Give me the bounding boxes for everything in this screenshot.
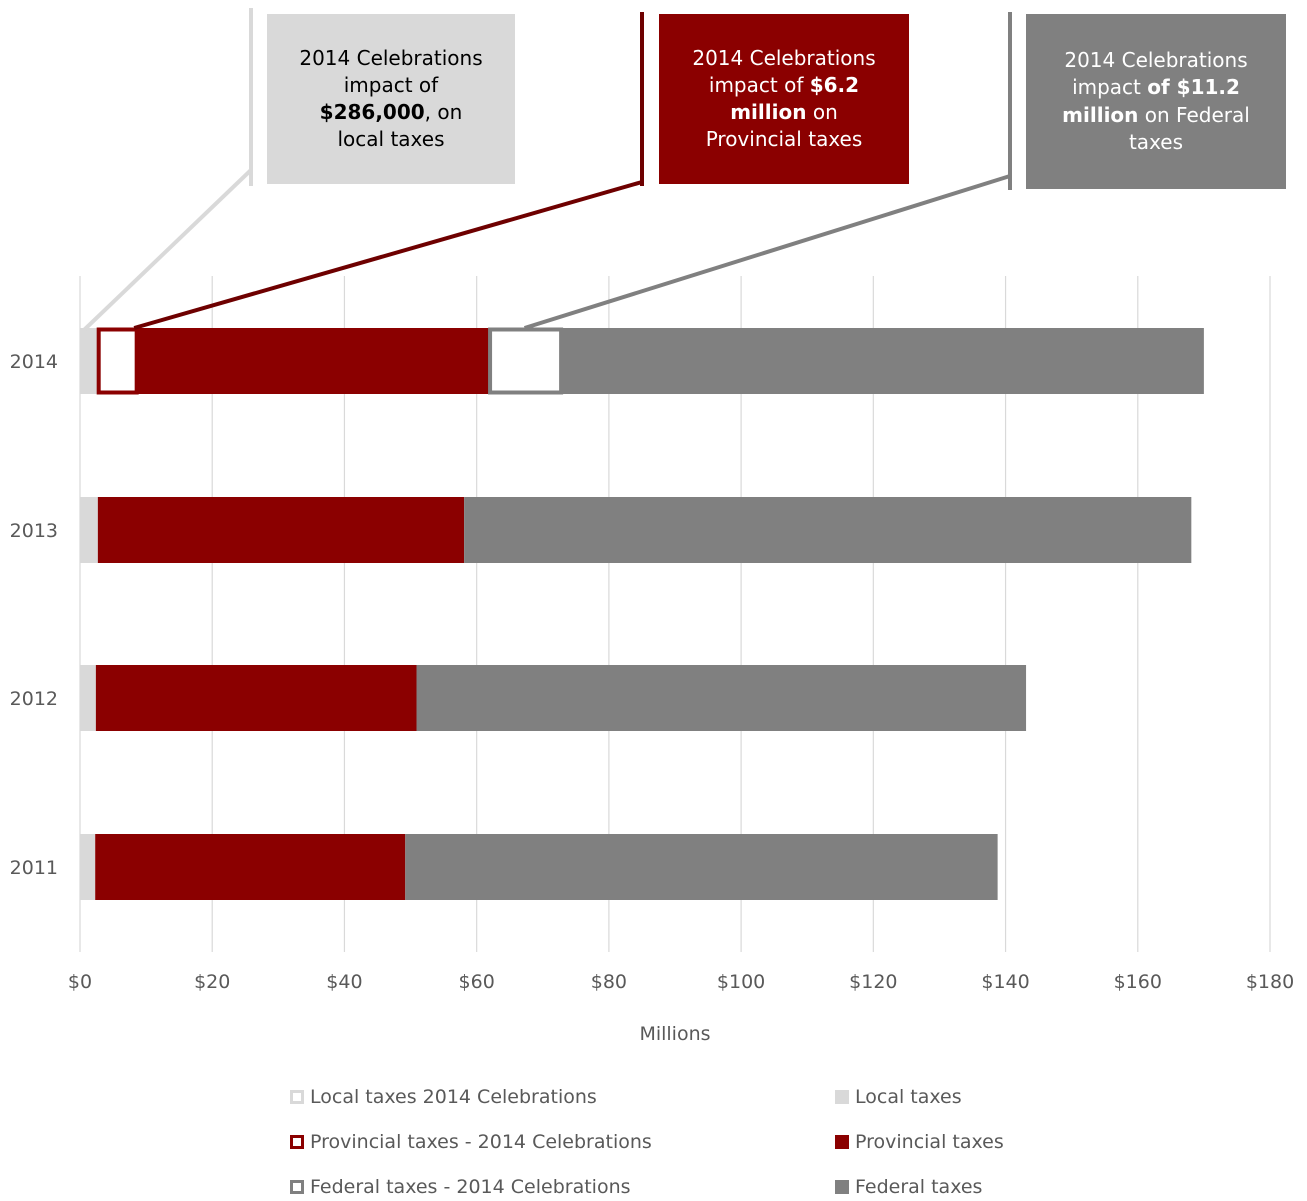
box-provincial-celebrations (96, 327, 139, 395)
callout-local-after: , on (424, 100, 463, 124)
legend-label-federal: Federal taxes (855, 1176, 983, 1198)
x-tick-label-8: $160 (1114, 971, 1162, 993)
legend-label-local: Local taxes (855, 1086, 962, 1108)
legend-label-provincial-celebrations: Provincial taxes - 2014 Celebrations (310, 1131, 652, 1153)
legend-item-provincial: Provincial taxes (835, 1131, 1004, 1153)
callout-prov-million: million (730, 100, 807, 124)
legend-item-federal-celebrations: Federal taxes - 2014 Celebrations (290, 1176, 631, 1198)
callout-fed-line1: 2014 Celebrations (1064, 48, 1248, 73)
x-tick-label-5: $100 (717, 971, 765, 993)
legend-swatch-federal (835, 1180, 849, 1194)
legend-swatch-provincial-celebrations (290, 1135, 304, 1149)
callout-prov-after: on (806, 100, 838, 124)
bar-2014-local-taxes (80, 328, 98, 394)
bar-2014-federal-taxes (488, 328, 1204, 394)
legend-item-local: Local taxes (835, 1086, 962, 1108)
legend-swatch-local (835, 1090, 849, 1104)
box-federal-celebrations (488, 327, 564, 395)
x-tick-label-0: $0 (68, 971, 92, 993)
x-tick-label-9: $180 (1246, 971, 1294, 993)
y-tick-label-2014: 2014 (10, 351, 58, 373)
bar-2013-federal-taxes (464, 497, 1192, 563)
x-tick-label-6: $120 (849, 971, 897, 993)
callout-prov-line4: Provincial taxes (705, 127, 863, 152)
legend-item-provincial-celebrations: Provincial taxes - 2014 Celebrations (290, 1131, 652, 1153)
legend-swatch-local-celebrations (290, 1090, 304, 1104)
callout-provincial-taxes: 2014 Celebrations impact of $6.2 million… (659, 14, 909, 184)
bar-2011-federal-taxes (405, 834, 998, 900)
legend-label-local-celebrations: Local taxes 2014 Celebrations (310, 1086, 597, 1108)
legend-swatch-federal-celebrations (290, 1180, 304, 1194)
callout-local-amount: $286,000 (319, 100, 425, 124)
callout-prov-line1: 2014 Celebrations (692, 45, 876, 70)
bar-2014-provincial-taxes (97, 328, 489, 394)
leader-provincial-diagonal (133, 180, 643, 330)
callout-local-line4: local taxes (337, 127, 445, 152)
x-tick-label-7: $140 (981, 971, 1029, 993)
y-tick-label-2011: 2011 (10, 857, 58, 879)
legend-item-federal: Federal taxes (835, 1176, 982, 1198)
callout-fed-after: on Federal (1138, 102, 1250, 127)
x-axis-label: Millions (639, 1023, 710, 1045)
x-tick-label-1: $20 (194, 971, 230, 993)
callout-fed-pre: impact (1072, 75, 1148, 100)
bar-2012-federal-taxes (416, 665, 1027, 731)
legend-item-local-celebrations: Local taxes 2014 Celebrations (290, 1086, 597, 1108)
bar-2011-provincial-taxes (95, 834, 406, 900)
callout-federal-taxes: 2014 Celebrations impact of $11.2 millio… (1026, 14, 1286, 189)
bar-2013-provincial-taxes (97, 497, 465, 563)
callout-prov-pre: impact of (708, 72, 810, 97)
callout-local-taxes: 2014 Celebrations impact of $286,000, on… (267, 14, 515, 184)
legend-label-provincial: Provincial taxes (855, 1131, 1004, 1153)
y-tick-label-2013: 2013 (10, 520, 58, 542)
callout-fed-million: million (1062, 102, 1139, 127)
callout-fed-line4: taxes (1128, 129, 1184, 154)
callout-local-line1: 2014 Celebrations (299, 45, 483, 70)
bar-2011-local-taxes (80, 834, 96, 900)
bar-2012-local-taxes (80, 665, 96, 731)
x-tick-label-3: $60 (459, 971, 495, 993)
legend-swatch-provincial (835, 1135, 849, 1149)
legend-label-federal-celebrations: Federal taxes - 2014 Celebrations (310, 1176, 631, 1198)
bar-2013-local-taxes (80, 497, 98, 563)
callout-prov-amount: $6.2 (809, 72, 860, 97)
x-tick-label-2: $40 (326, 971, 362, 993)
x-tick-label-4: $80 (591, 971, 627, 993)
leader-local-diagonal (82, 168, 253, 332)
callout-fed-amount: of $11.2 (1147, 75, 1240, 100)
leader-federal-diagonal (523, 174, 1011, 330)
bar-2012-provincial-taxes (95, 665, 417, 731)
y-tick-label-2012: 2012 (10, 688, 58, 710)
callout-local-line2: impact of (343, 72, 439, 97)
